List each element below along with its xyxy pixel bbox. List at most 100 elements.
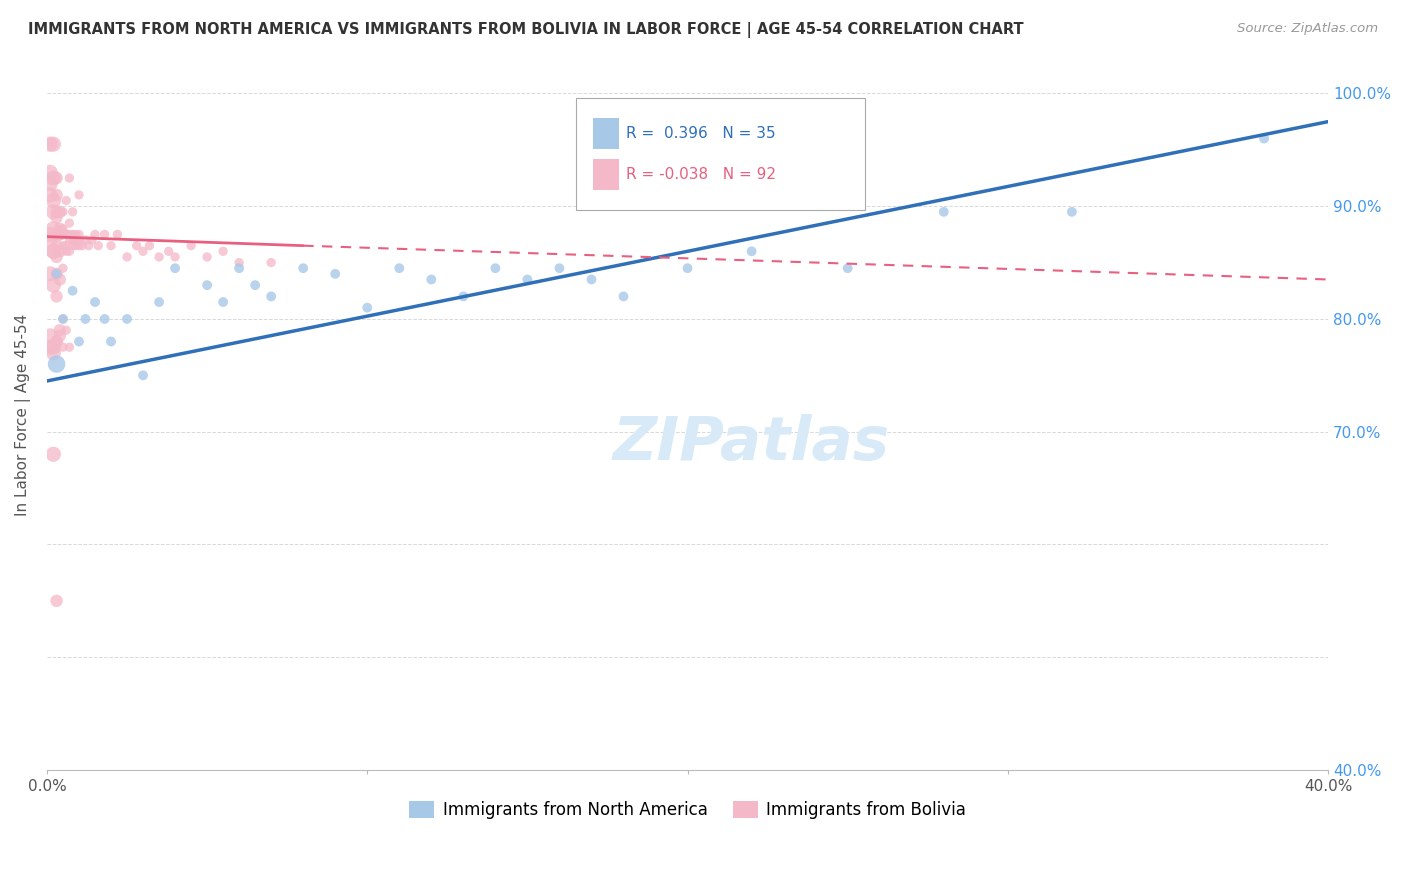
Point xyxy=(67,238,90,252)
Point xyxy=(87,238,110,252)
Point xyxy=(516,272,538,286)
Point xyxy=(45,204,67,219)
Point xyxy=(58,216,80,230)
Point xyxy=(228,255,250,269)
Point xyxy=(42,137,65,152)
Point xyxy=(75,312,97,326)
Point xyxy=(100,238,122,252)
Point xyxy=(62,233,84,247)
Point xyxy=(39,340,62,354)
Point xyxy=(212,295,235,310)
Point xyxy=(55,227,77,242)
Point xyxy=(581,272,603,286)
Point xyxy=(195,278,218,293)
Text: Source: ZipAtlas.com: Source: ZipAtlas.com xyxy=(1237,22,1378,36)
Point xyxy=(77,238,100,252)
Text: IMMIGRANTS FROM NORTH AMERICA VS IMMIGRANTS FROM BOLIVIA IN LABOR FORCE | AGE 45: IMMIGRANTS FROM NORTH AMERICA VS IMMIGRA… xyxy=(28,22,1024,38)
Point xyxy=(45,594,67,608)
Point xyxy=(45,211,67,225)
Point xyxy=(676,261,699,276)
Point xyxy=(52,238,75,252)
Point xyxy=(67,227,90,242)
Text: ZIPatlas: ZIPatlas xyxy=(613,414,890,473)
Point xyxy=(84,227,107,242)
Point xyxy=(1060,204,1083,219)
Point xyxy=(42,345,65,359)
Point xyxy=(45,334,67,349)
Text: R =  0.396   N = 35: R = 0.396 N = 35 xyxy=(626,126,775,141)
Point xyxy=(49,221,72,235)
Point xyxy=(62,284,84,298)
Point xyxy=(49,204,72,219)
Point xyxy=(157,244,180,259)
Point xyxy=(84,295,107,310)
Y-axis label: In Labor Force | Age 45-54: In Labor Force | Age 45-54 xyxy=(15,314,31,516)
Point xyxy=(148,295,170,310)
Point xyxy=(45,357,67,371)
Point xyxy=(93,227,115,242)
Point xyxy=(42,221,65,235)
Point xyxy=(132,244,155,259)
Point xyxy=(52,340,75,354)
Point xyxy=(138,238,160,252)
Point xyxy=(55,244,77,259)
Point xyxy=(42,340,65,354)
Point xyxy=(115,312,138,326)
Point xyxy=(292,261,315,276)
Point xyxy=(39,177,62,191)
Point xyxy=(107,227,129,242)
Point xyxy=(52,227,75,242)
Point xyxy=(39,233,62,247)
Point xyxy=(42,447,65,461)
Point xyxy=(55,323,77,337)
Point xyxy=(75,233,97,247)
Point xyxy=(45,238,67,252)
Point xyxy=(243,278,266,293)
Point xyxy=(42,194,65,208)
Point xyxy=(453,289,475,303)
Point xyxy=(67,334,90,349)
Point xyxy=(39,137,62,152)
Point xyxy=(58,244,80,259)
Point xyxy=(55,227,77,242)
Legend: Immigrants from North America, Immigrants from Bolivia: Immigrants from North America, Immigrant… xyxy=(402,794,973,826)
Point xyxy=(45,289,67,303)
Point xyxy=(1253,131,1275,145)
Point xyxy=(70,238,93,252)
Point xyxy=(484,261,506,276)
Point xyxy=(132,368,155,383)
Point xyxy=(52,204,75,219)
Point xyxy=(45,250,67,264)
Point xyxy=(148,250,170,264)
Point xyxy=(180,238,202,252)
Point xyxy=(45,267,67,281)
Point xyxy=(65,238,87,252)
Point xyxy=(67,233,90,247)
Point xyxy=(42,204,65,219)
Point xyxy=(42,244,65,259)
Point xyxy=(548,261,571,276)
Point xyxy=(42,171,65,186)
Point xyxy=(49,329,72,343)
Point xyxy=(45,188,67,202)
Point xyxy=(49,244,72,259)
Point xyxy=(741,244,763,259)
Point xyxy=(39,227,62,242)
Point xyxy=(45,334,67,349)
Point xyxy=(49,272,72,286)
Point xyxy=(420,272,443,286)
Point xyxy=(93,312,115,326)
Point xyxy=(55,194,77,208)
Point xyxy=(49,227,72,242)
Point xyxy=(62,238,84,252)
Point xyxy=(58,171,80,186)
Point xyxy=(39,188,62,202)
Point xyxy=(65,233,87,247)
Point xyxy=(45,171,67,186)
Point xyxy=(165,250,187,264)
Point xyxy=(49,323,72,337)
Point xyxy=(115,250,138,264)
Point xyxy=(837,261,859,276)
Point xyxy=(58,340,80,354)
Point xyxy=(228,261,250,276)
